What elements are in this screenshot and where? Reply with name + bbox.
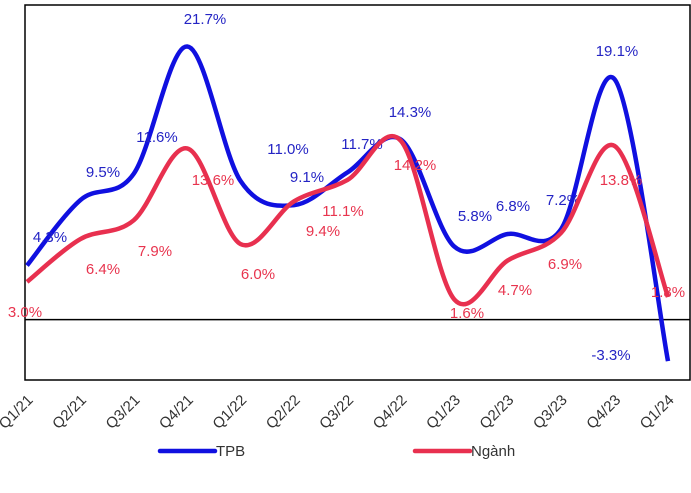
legend-label: Ngành (471, 443, 515, 460)
x-tick-label: Q1/21 (0, 392, 37, 433)
legend-label: TPB (216, 443, 245, 460)
x-tick-label: Q1/23 (423, 392, 464, 433)
data-label: 19.1% (596, 43, 639, 60)
data-label: 11.6% (136, 129, 177, 146)
x-tick-label: Q3/23 (530, 392, 571, 433)
data-label: 6.4% (86, 261, 120, 278)
data-label: 21.7% (184, 11, 227, 28)
x-tick-label: Q4/23 (583, 392, 624, 433)
x-tick-label: Q2/22 (263, 392, 304, 433)
x-tick-label: Q1/24 (637, 392, 678, 433)
data-label: 13.6% (192, 172, 235, 189)
x-tick-label: Q4/21 (156, 392, 197, 433)
x-tick-label: Q3/22 (316, 392, 357, 433)
data-label: 14.3% (389, 104, 432, 121)
data-label: 9.1% (290, 169, 324, 186)
data-label: 11.0% (267, 141, 308, 158)
x-tick-label: Q1/22 (209, 392, 250, 433)
data-label: 1.6% (450, 305, 484, 322)
data-label: 4.3% (33, 229, 67, 246)
line-series (25, 134, 671, 307)
data-label: 6.9% (548, 256, 582, 273)
data-label: 7.2% (546, 192, 580, 209)
data-label: 5.8% (458, 208, 492, 225)
data-label: 13.8% (600, 172, 643, 189)
data-label: 1.8% (651, 284, 685, 301)
data-label: 9.4% (306, 223, 340, 240)
data-label: -3.3% (591, 347, 630, 364)
x-tick-label: Q3/21 (103, 392, 144, 433)
x-tick-label: Q2/21 (49, 392, 90, 433)
data-label: 4.7% (498, 282, 532, 299)
data-label: 6.0% (241, 266, 275, 283)
data-label: 14.2% (394, 157, 437, 174)
data-label: 7.9% (138, 243, 172, 260)
x-tick-label: Q4/22 (370, 392, 411, 433)
data-label: 9.5% (86, 164, 120, 181)
data-label: 11.1% (322, 203, 363, 220)
x-tick-label: Q2/23 (476, 392, 517, 433)
data-label: 3.0% (8, 304, 42, 321)
plot-frame (24, 4, 691, 381)
data-label: 6.8% (496, 198, 530, 215)
